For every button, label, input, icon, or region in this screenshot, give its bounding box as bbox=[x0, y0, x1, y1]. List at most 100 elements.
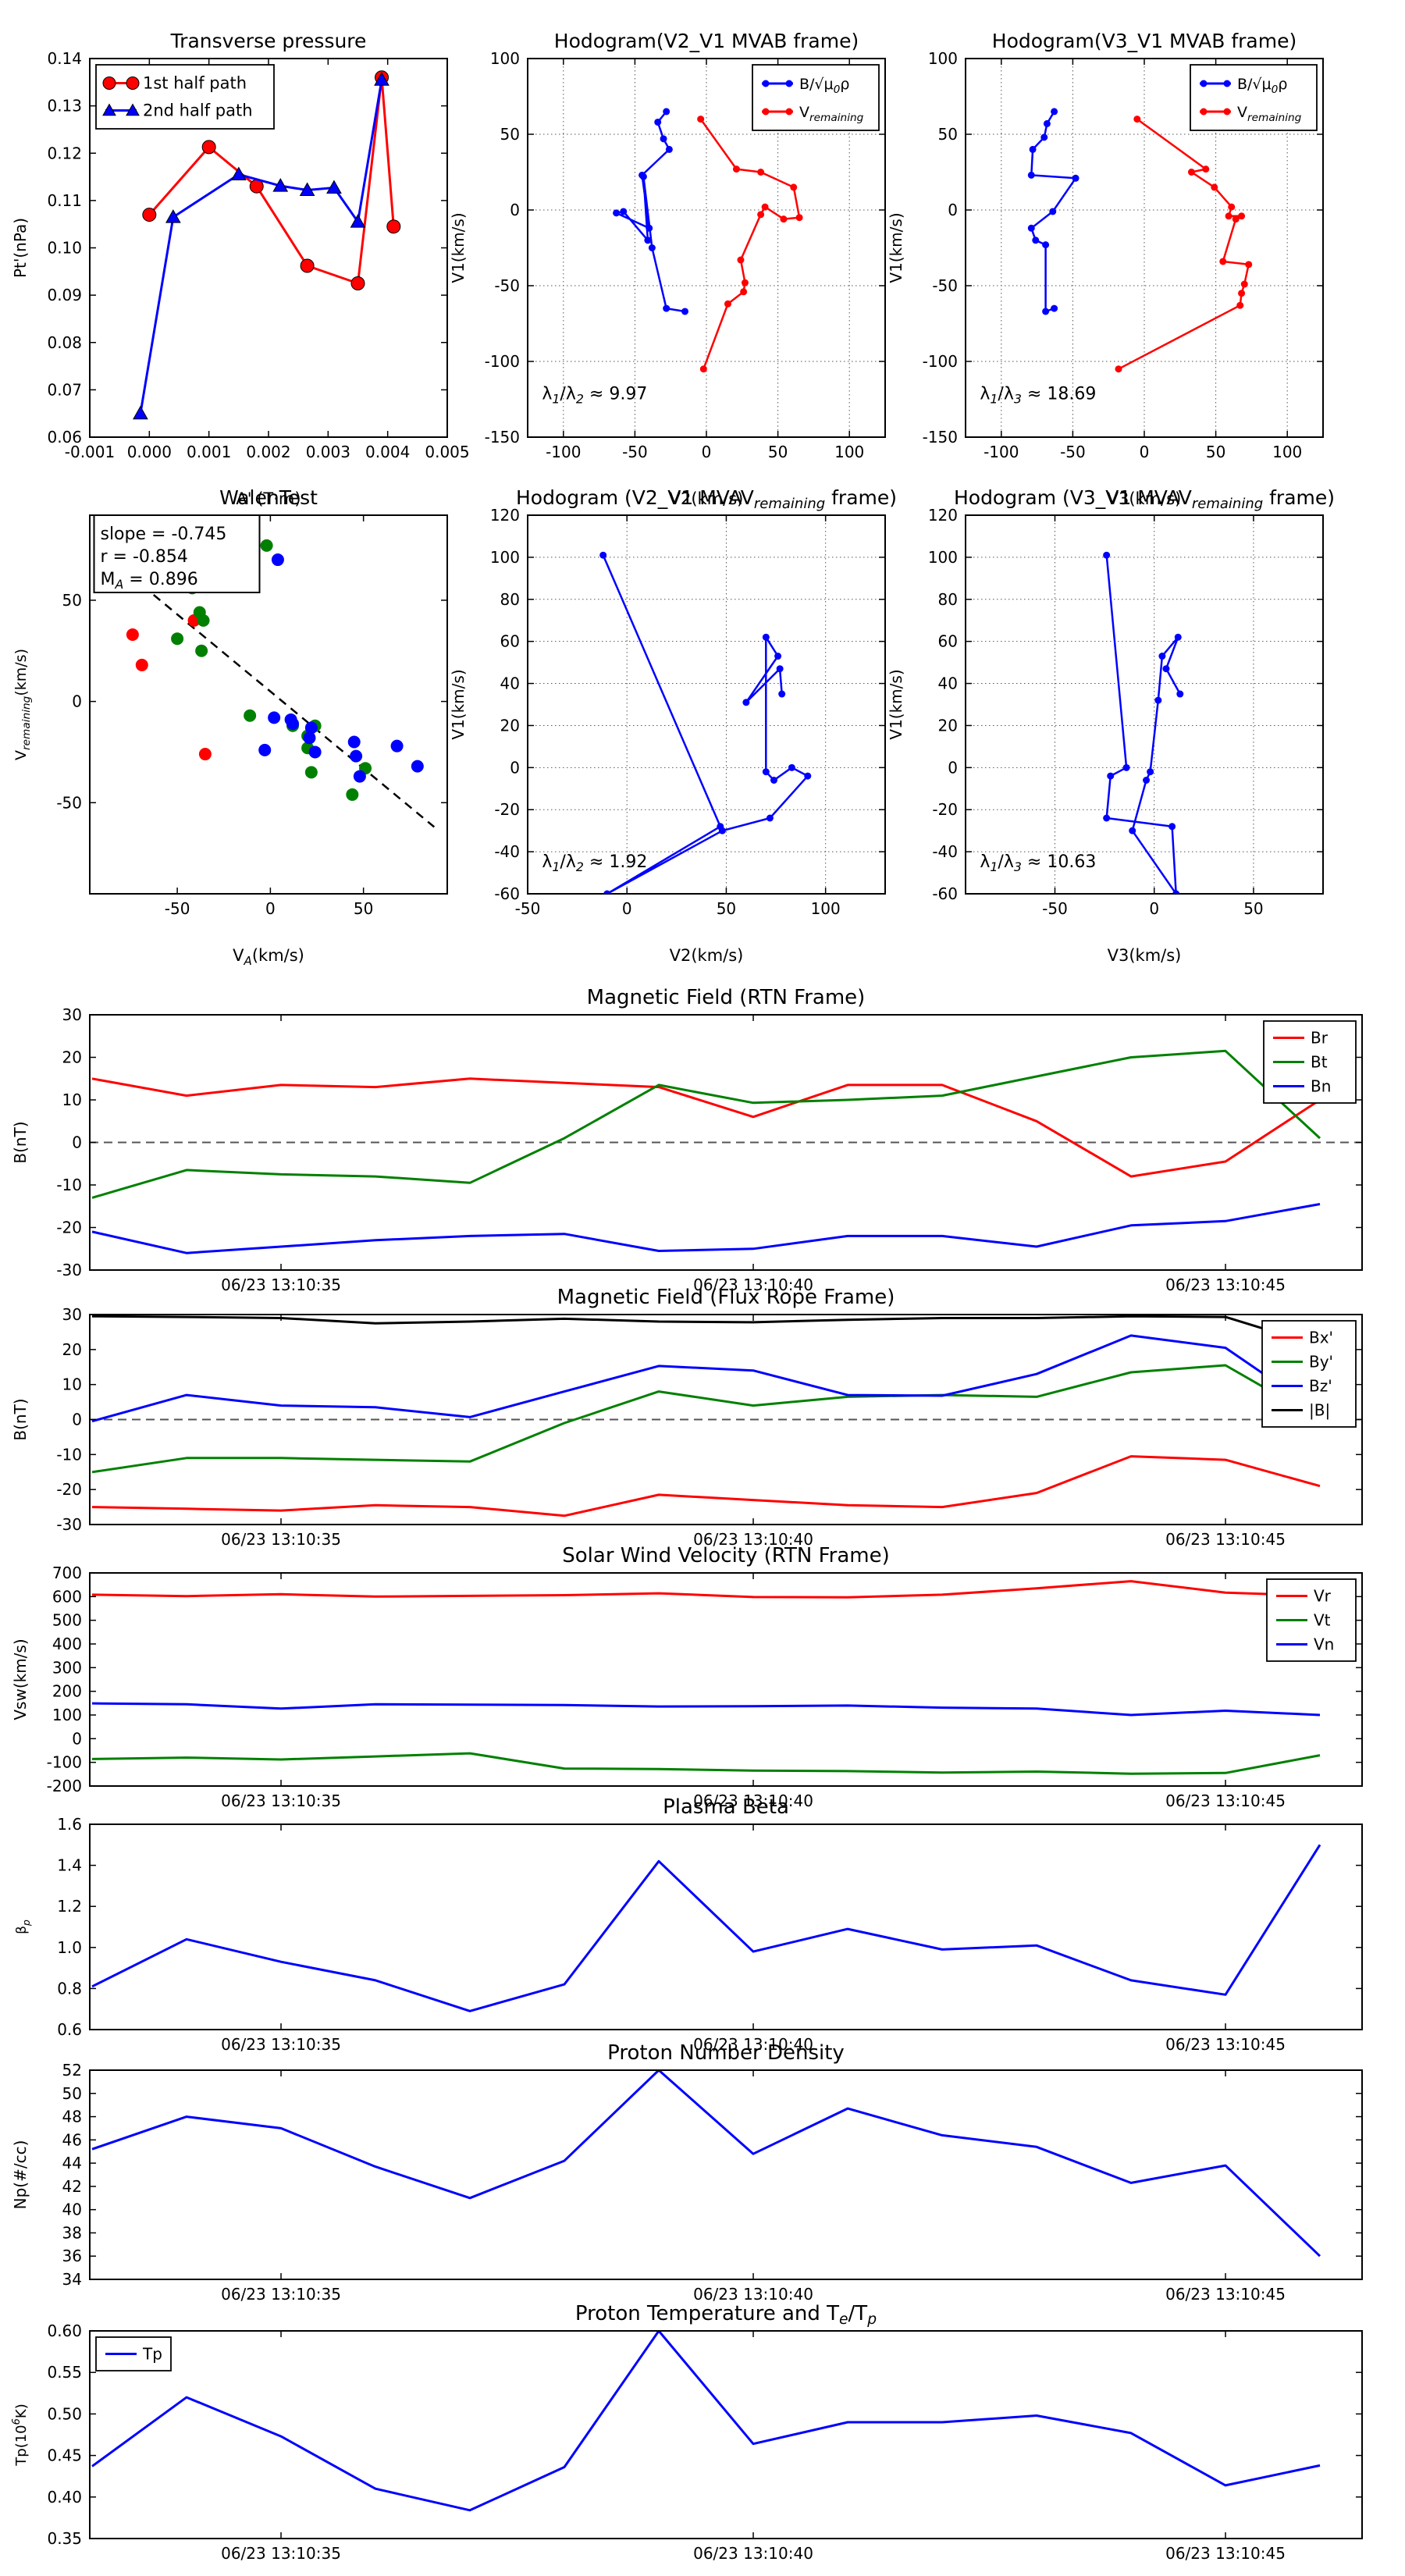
y-tick-label: 0.13 bbox=[47, 97, 82, 116]
chart-title-hod_v3_mvab: Hodogram(V3_V1 MVAB frame) bbox=[992, 30, 1297, 52]
series-beta_p bbox=[91, 1844, 1321, 2012]
y-tick-label: 20 bbox=[500, 716, 520, 735]
x-axis-label: V2(km/s) bbox=[670, 489, 744, 508]
y-tick-label: -50 bbox=[932, 276, 958, 295]
y-tick-label: 0.45 bbox=[47, 2446, 82, 2465]
series-V_remaining bbox=[699, 118, 801, 370]
y-axis-label: Tp(106K) bbox=[11, 2403, 30, 2466]
y-tick-label: 1.2 bbox=[57, 1897, 82, 1916]
y-tick-label: 30 bbox=[62, 1005, 82, 1024]
legend-label: Bx' bbox=[1309, 1329, 1333, 1347]
legend-label: Vr bbox=[1314, 1587, 1332, 1606]
annotation-text: λ1/λ2 ≈ 9.97 bbox=[542, 385, 647, 407]
y-axis-label: Vsw(km/s) bbox=[11, 1638, 30, 1720]
x-tick-label: 06/23 13:10:40 bbox=[693, 2544, 813, 2563]
series-V_remaining bbox=[1118, 118, 1250, 370]
chart-tproton: 06/23 13:10:35 06/23 13:10:40 06/23 13:10:… bbox=[11, 2302, 1363, 2563]
y-tick-label: 0 bbox=[510, 758, 520, 777]
legend-label: Tp bbox=[142, 2345, 162, 2364]
chart-walen: -50 0 50 -50 0 50 WalenTest VA(km/s) Vremaining(… bbox=[12, 486, 448, 968]
y-tick-label: 1.4 bbox=[57, 1856, 82, 1875]
y-axis-label: Pt'(nPa) bbox=[11, 218, 30, 278]
series-By' bbox=[91, 1364, 1321, 1474]
y-tick-label: 100 bbox=[490, 548, 520, 567]
chart-beta: 06/23 13:10:35 06/23 13:10:40 06/23 13:10:… bbox=[14, 1795, 1363, 2054]
y-axis-label: V1(km/s) bbox=[887, 212, 905, 283]
plot-area-hod_v2_mvab bbox=[528, 59, 885, 437]
x-tick-label: 50 bbox=[354, 899, 373, 918]
series-Tp bbox=[91, 2331, 1321, 2512]
y-tick-label: 0.40 bbox=[47, 2488, 82, 2507]
series-fit bbox=[130, 575, 436, 828]
legend-label: |B| bbox=[1309, 1401, 1330, 1420]
annotation-line: slope = -0.745 bbox=[100, 525, 226, 544]
chart-title-tproton: Proton Temperature and Te/Tp bbox=[575, 2302, 877, 2328]
y-tick-label: -100 bbox=[485, 352, 520, 371]
y-tick-label: 0 bbox=[948, 758, 958, 777]
y-tick-label: 10 bbox=[62, 1375, 82, 1394]
y-tick-label: 0.06 bbox=[47, 428, 82, 447]
x-tick-label: -50 bbox=[1060, 443, 1086, 461]
y-tick-label: 500 bbox=[52, 1611, 82, 1630]
axes-frame bbox=[89, 1823, 1363, 2030]
y-tick-label: -20 bbox=[494, 800, 520, 819]
y-tick-label: -200 bbox=[47, 1777, 82, 1795]
chart-hod_v2_mvav: -50 0 50 100 -60 -40 -20 0 20 40 60 80 100 120Hodogra… bbox=[449, 486, 897, 965]
y-tick-label: -40 bbox=[494, 842, 520, 861]
chart-hod_v3_mvab: -100 -50 0 50 100 -150 -100 -50 0 50 100 Hodogram(V… bbox=[887, 30, 1324, 508]
axes-frame bbox=[89, 1572, 1363, 1787]
y-tick-label: 0 bbox=[72, 1133, 82, 1152]
x-tick-label: -100 bbox=[546, 443, 581, 461]
y-tick-label: -60 bbox=[932, 884, 958, 903]
y-tick-label: 0.55 bbox=[47, 2363, 82, 2382]
y-tick-label: 0.6 bbox=[57, 2020, 82, 2039]
y-tick-label: 0.8 bbox=[57, 1979, 82, 1998]
x-tick-label: 0 bbox=[702, 443, 712, 461]
chart-v_sw: 06/23 13:10:35 06/23 13:10:40 06/23 13:10:… bbox=[11, 1544, 1363, 1810]
y-tick-label: 48 bbox=[62, 2108, 82, 2126]
chart-np: 06/23 13:10:35 06/23 13:10:40 06/23 13:10:… bbox=[11, 2041, 1363, 2304]
y-tick-label: 30 bbox=[62, 1305, 82, 1324]
plot-area-b_flux bbox=[90, 1315, 1362, 1517]
y-tick-label: -10 bbox=[56, 1445, 82, 1464]
plot-area-tproton bbox=[91, 2331, 1321, 2512]
y-axis-label: βp bbox=[14, 1920, 32, 1934]
y-axis-label: Np(#/cc) bbox=[11, 2140, 30, 2210]
x-tick-label: 0.005 bbox=[425, 443, 469, 461]
plot-area-np bbox=[91, 2070, 1321, 2258]
chart-title-hod_v3_mvav: Hodogram (V3_V1 MVAVremaining frame) bbox=[954, 486, 1335, 512]
annotation-text: λ1/λ3 ≈ 18.69 bbox=[980, 385, 1096, 407]
x-tick-label: -0.001 bbox=[65, 443, 115, 461]
y-tick-label: 0.09 bbox=[47, 286, 82, 304]
y-axis-label: B(nT) bbox=[11, 1398, 30, 1440]
x-tick-label: 06/23 13:10:35 bbox=[221, 1276, 341, 1294]
x-tick-label: 0.004 bbox=[365, 443, 410, 461]
legend-label: Bz' bbox=[1309, 1377, 1332, 1396]
y-tick-label: 0.12 bbox=[47, 144, 82, 162]
x-tick-label: 06/23 13:10:40 bbox=[693, 1791, 813, 1810]
plot-area-hod_v3_mvab bbox=[966, 59, 1323, 437]
axes-frame bbox=[965, 514, 1324, 895]
legend-label: Vremaining bbox=[1237, 104, 1302, 124]
chart-title-walen: WalenTest bbox=[219, 486, 318, 509]
series-|B| bbox=[91, 1315, 1321, 1347]
y-tick-label: 0.35 bbox=[47, 2529, 82, 2548]
series-Bx' bbox=[91, 1455, 1321, 1517]
y-tick-label: 700 bbox=[52, 1564, 82, 1582]
y-tick-label: 1.0 bbox=[57, 1938, 82, 1957]
y-tick-label: 0 bbox=[510, 201, 520, 219]
y-tick-label: 50 bbox=[500, 125, 520, 144]
x-axis-label: V3(km/s) bbox=[1108, 489, 1182, 508]
y-tick-label: 0.11 bbox=[47, 191, 82, 210]
x-tick-label: 50 bbox=[1206, 443, 1225, 461]
y-tick-label: -60 bbox=[494, 884, 520, 903]
annotation-box bbox=[93, 514, 261, 593]
legend-label: Vt bbox=[1314, 1611, 1331, 1630]
chart-title-beta: Plasma Beta bbox=[663, 1795, 789, 1819]
chart-hod_v2_mvab: -100 -50 0 50 100 -150 -100 -50 0 50 100 Hodogram(V… bbox=[449, 30, 886, 508]
y-axis-label: B(nT) bbox=[11, 1121, 30, 1163]
x-tick-label: 06/23 13:10:35 bbox=[221, 2544, 341, 2563]
legend-box bbox=[95, 64, 275, 130]
annotation-line: MA = 0.896 bbox=[100, 570, 197, 592]
plot-area-hod_v2_mvav bbox=[528, 515, 885, 894]
